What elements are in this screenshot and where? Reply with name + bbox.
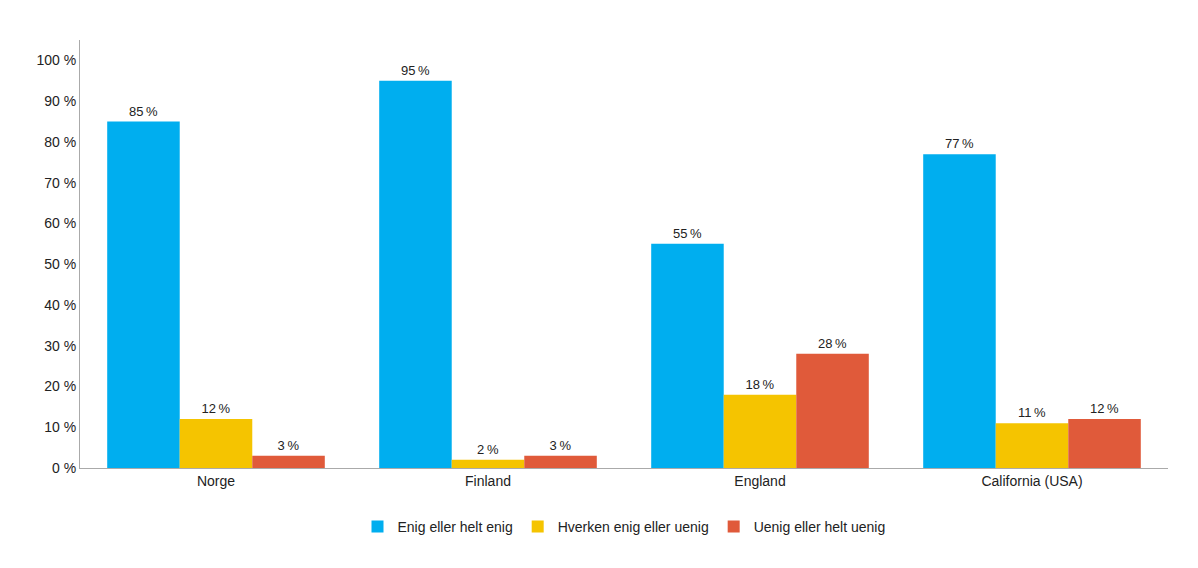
svg-text:12 %: 12 % bbox=[201, 401, 230, 416]
svg-text:30 %: 30 % bbox=[44, 338, 76, 354]
svg-text:90 %: 90 % bbox=[44, 93, 76, 109]
svg-text:50 %: 50 % bbox=[44, 256, 76, 272]
svg-text:Finland: Finland bbox=[465, 473, 511, 489]
svg-text:Hverken enig eller uenig: Hverken enig eller uenig bbox=[558, 519, 709, 535]
svg-text:California (USA): California (USA) bbox=[981, 473, 1082, 489]
svg-text:11 %: 11 % bbox=[1018, 405, 1046, 420]
svg-text:18 %: 18 % bbox=[745, 377, 774, 392]
svg-text:England: England bbox=[734, 473, 785, 489]
svg-text:80 %: 80 % bbox=[44, 134, 76, 150]
svg-text:77 %: 77 % bbox=[945, 136, 974, 151]
svg-text:100 %: 100 % bbox=[36, 52, 76, 68]
svg-text:55 %: 55 % bbox=[673, 226, 702, 241]
svg-text:20 %: 20 % bbox=[44, 378, 76, 394]
svg-text:Enig eller helt enig: Enig eller helt enig bbox=[398, 519, 513, 535]
svg-text:85 %: 85 % bbox=[129, 104, 158, 119]
svg-text:40 %: 40 % bbox=[44, 297, 76, 313]
svg-text:12 %: 12 % bbox=[1090, 401, 1119, 416]
svg-text:10 %: 10 % bbox=[44, 419, 76, 435]
svg-text:60 %: 60 % bbox=[44, 215, 76, 231]
svg-text:3 %: 3 % bbox=[278, 438, 300, 453]
svg-text:70 %: 70 % bbox=[44, 175, 76, 191]
svg-text:Norge: Norge bbox=[197, 473, 235, 489]
svg-text:3 %: 3 % bbox=[550, 438, 572, 453]
svg-text:2 %: 2 % bbox=[477, 442, 499, 457]
svg-text:Uenig eller helt uenig: Uenig eller helt uenig bbox=[754, 519, 886, 535]
svg-text:95 %: 95 % bbox=[401, 63, 430, 78]
svg-text:0 %: 0 % bbox=[52, 460, 76, 476]
svg-text:28 %: 28 % bbox=[818, 336, 847, 351]
